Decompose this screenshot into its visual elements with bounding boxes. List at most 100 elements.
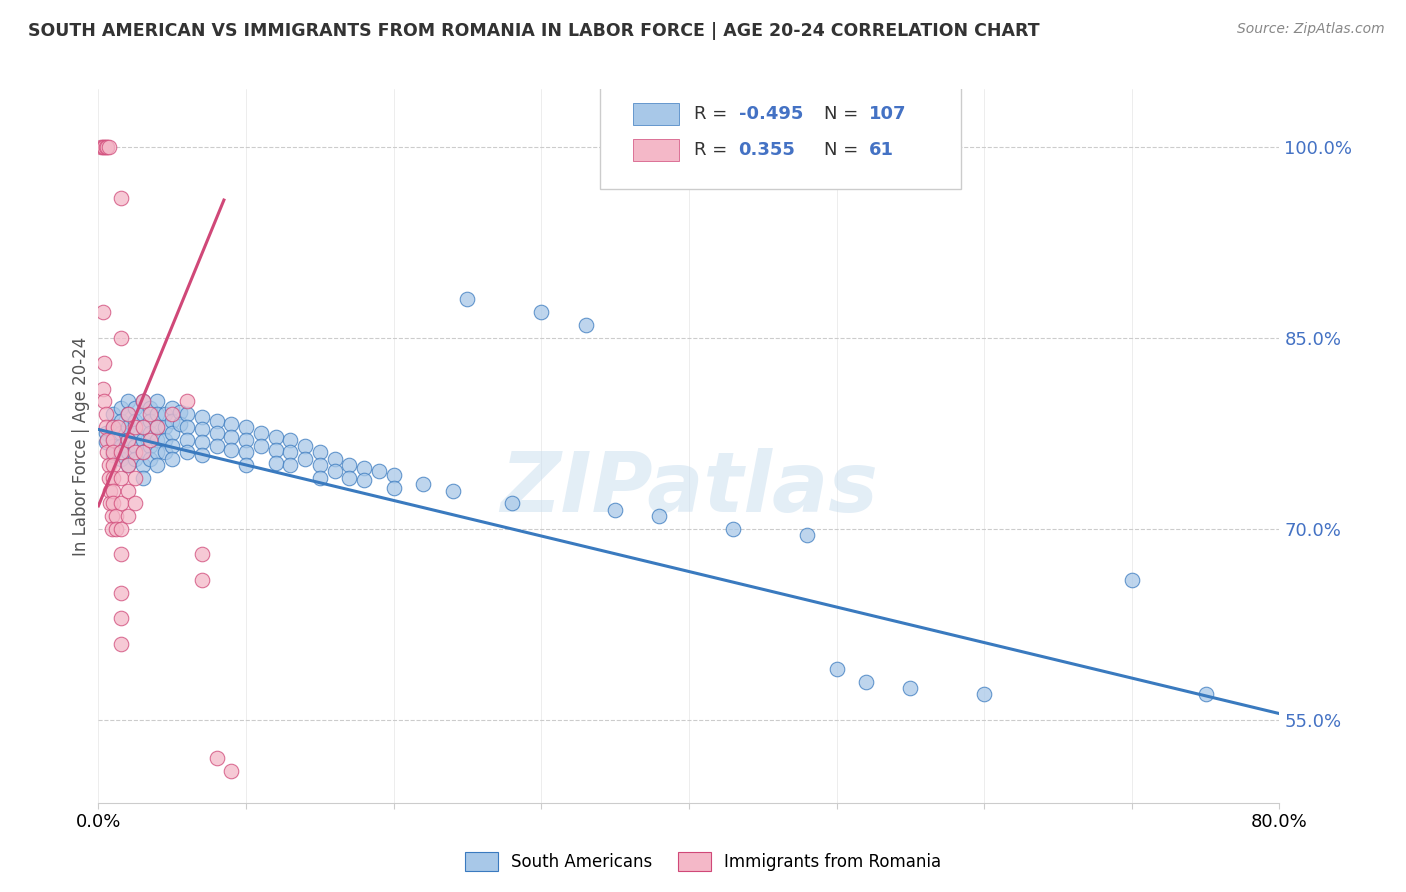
Point bbox=[205, 751, 228, 765]
Point bbox=[110, 636, 132, 650]
Point bbox=[898, 681, 921, 695]
Point bbox=[973, 688, 995, 702]
Point bbox=[146, 420, 169, 434]
Point bbox=[124, 496, 146, 510]
Point bbox=[91, 382, 114, 396]
Point bbox=[308, 445, 332, 459]
Text: R =: R = bbox=[693, 105, 733, 123]
Point bbox=[337, 458, 360, 472]
Point bbox=[103, 439, 124, 453]
Point bbox=[132, 458, 155, 472]
Point bbox=[103, 496, 124, 510]
Point bbox=[382, 481, 405, 495]
Point bbox=[162, 407, 183, 421]
Point bbox=[117, 433, 139, 447]
Point bbox=[93, 394, 115, 409]
Point bbox=[191, 573, 214, 587]
Point bbox=[139, 413, 162, 427]
Text: 107: 107 bbox=[869, 105, 905, 123]
Y-axis label: In Labor Force | Age 20-24: In Labor Force | Age 20-24 bbox=[72, 336, 90, 556]
Text: ZIPatlas: ZIPatlas bbox=[501, 449, 877, 529]
Point bbox=[1121, 573, 1143, 587]
Point bbox=[97, 458, 120, 472]
Point bbox=[105, 509, 128, 524]
Point bbox=[103, 471, 124, 485]
Point bbox=[162, 439, 183, 453]
Point bbox=[124, 420, 146, 434]
Point bbox=[94, 420, 117, 434]
Point bbox=[94, 407, 117, 421]
Point bbox=[96, 139, 118, 153]
Point bbox=[530, 305, 553, 319]
Point bbox=[648, 509, 671, 524]
Point bbox=[110, 585, 132, 599]
Point bbox=[235, 445, 257, 459]
Point bbox=[1194, 688, 1216, 702]
Point bbox=[441, 483, 464, 498]
Point bbox=[176, 445, 198, 459]
Point bbox=[191, 409, 214, 424]
Point bbox=[162, 413, 183, 427]
Point bbox=[139, 451, 162, 466]
Point bbox=[146, 445, 169, 459]
Point bbox=[191, 422, 214, 436]
Legend: South Americans, Immigrants from Romania: South Americans, Immigrants from Romania bbox=[457, 843, 949, 880]
Text: R =: R = bbox=[693, 141, 738, 159]
Point bbox=[278, 445, 301, 459]
Point bbox=[103, 448, 124, 462]
Point bbox=[132, 407, 155, 421]
Point bbox=[91, 305, 114, 319]
Point bbox=[139, 401, 162, 415]
Point bbox=[117, 483, 139, 498]
Point bbox=[110, 611, 132, 625]
Point bbox=[323, 451, 346, 466]
Point bbox=[855, 674, 877, 689]
Point bbox=[139, 407, 162, 421]
Point bbox=[110, 190, 132, 204]
Point bbox=[146, 420, 169, 434]
Point bbox=[176, 394, 198, 409]
Point bbox=[110, 451, 132, 466]
Point bbox=[169, 417, 191, 432]
Point bbox=[191, 547, 214, 561]
Point bbox=[110, 445, 132, 459]
Point bbox=[93, 356, 115, 370]
Point bbox=[110, 547, 132, 561]
Point bbox=[219, 764, 242, 778]
Point bbox=[205, 413, 228, 427]
Point bbox=[176, 420, 198, 434]
Text: N =: N = bbox=[824, 105, 863, 123]
Point bbox=[153, 420, 176, 434]
Point bbox=[250, 426, 273, 441]
Point bbox=[103, 445, 124, 459]
Point bbox=[219, 417, 242, 432]
Point bbox=[153, 433, 176, 447]
Point bbox=[100, 509, 122, 524]
Point bbox=[117, 458, 139, 472]
Point bbox=[103, 420, 124, 434]
Point bbox=[124, 413, 146, 427]
Point bbox=[412, 477, 434, 491]
Point bbox=[103, 458, 124, 472]
Point bbox=[117, 407, 139, 421]
Point bbox=[162, 401, 183, 415]
Point bbox=[97, 139, 120, 153]
Point bbox=[110, 522, 132, 536]
Point bbox=[337, 471, 360, 485]
Point bbox=[132, 445, 155, 459]
Point bbox=[124, 445, 146, 459]
Point bbox=[323, 465, 346, 479]
Point bbox=[117, 458, 139, 472]
Point bbox=[176, 407, 198, 421]
Point bbox=[235, 458, 257, 472]
Point bbox=[294, 451, 316, 466]
Point bbox=[117, 394, 139, 409]
Point bbox=[96, 445, 118, 459]
Point bbox=[110, 426, 132, 441]
Point bbox=[574, 318, 596, 332]
Point bbox=[250, 439, 273, 453]
Point bbox=[110, 496, 132, 510]
Point bbox=[191, 435, 214, 450]
Text: SOUTH AMERICAN VS IMMIGRANTS FROM ROMANIA IN LABOR FORCE | AGE 20-24 CORRELATION: SOUTH AMERICAN VS IMMIGRANTS FROM ROMANI… bbox=[28, 22, 1040, 40]
Point bbox=[235, 420, 257, 434]
